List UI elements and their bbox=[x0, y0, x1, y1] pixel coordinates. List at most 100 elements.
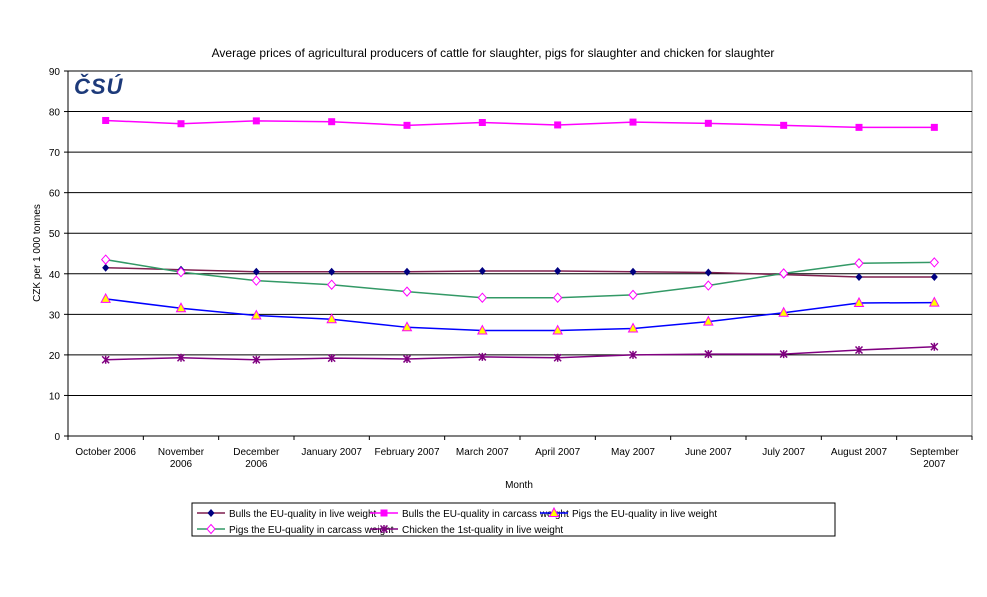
data-point bbox=[629, 267, 637, 276]
y-tick-label: 10 bbox=[49, 391, 61, 402]
hollow-diamond-marker bbox=[176, 266, 186, 278]
square-marker bbox=[855, 123, 863, 131]
data-point bbox=[380, 509, 388, 517]
triangle-marker bbox=[929, 296, 940, 307]
triangle-marker bbox=[778, 306, 789, 317]
data-point bbox=[176, 353, 186, 362]
series-line bbox=[105, 258, 935, 299]
data-point bbox=[379, 524, 389, 534]
data-point bbox=[401, 321, 413, 332]
data-point bbox=[627, 322, 639, 333]
x-tick-label: May 2007 bbox=[611, 447, 655, 458]
x-tick-label: December bbox=[233, 447, 280, 458]
legend-box bbox=[191, 502, 836, 537]
legend-item: Bulls the EU-quality in carcass weight bbox=[370, 509, 569, 520]
legend-item: Chicken the 1st-quality in live weight bbox=[370, 524, 563, 536]
data-point bbox=[478, 266, 486, 275]
data-point bbox=[548, 506, 560, 517]
data-point bbox=[177, 120, 185, 128]
x-tick-label: July 2007 bbox=[762, 447, 805, 458]
triangle-marker bbox=[100, 292, 111, 303]
triangle-marker bbox=[853, 296, 865, 307]
series-line bbox=[105, 266, 935, 278]
x-tick-label: November bbox=[158, 447, 205, 458]
y-axis-label: CZK per 1 000 tonnes bbox=[32, 204, 43, 302]
legend: Bulls the EU-quality in live weight Bulls… bbox=[191, 502, 836, 537]
data-point bbox=[929, 257, 940, 268]
square-marker bbox=[704, 119, 712, 127]
y-tick-label: 30 bbox=[49, 310, 61, 321]
triangle-marker bbox=[401, 321, 413, 332]
triangle-marker bbox=[477, 324, 488, 335]
square-marker bbox=[930, 123, 938, 131]
data-point bbox=[402, 286, 412, 297]
asterisk-marker bbox=[176, 353, 186, 362]
x-tick-label: June 2007 bbox=[685, 447, 732, 458]
data-point bbox=[704, 268, 712, 277]
x-tick-label: April 2007 bbox=[535, 447, 580, 458]
asterisk-marker bbox=[779, 350, 788, 359]
data-point bbox=[930, 273, 938, 282]
data-point bbox=[251, 275, 262, 286]
square-marker bbox=[629, 118, 637, 126]
legend-item: Bulls the EU-quality in live weight bbox=[197, 509, 377, 520]
diamond-marker bbox=[403, 267, 411, 276]
hollow-diamond-marker bbox=[477, 292, 488, 303]
data-point bbox=[629, 118, 637, 126]
diamond-marker bbox=[855, 273, 863, 282]
triangle-marker bbox=[548, 506, 560, 517]
data-point bbox=[854, 257, 864, 269]
asterisk-marker bbox=[930, 342, 939, 351]
data-point bbox=[100, 254, 111, 265]
y-tick-label: 60 bbox=[49, 189, 61, 200]
hollow-diamond-marker bbox=[703, 280, 714, 291]
square-marker bbox=[780, 121, 788, 129]
data-point bbox=[252, 267, 260, 276]
series bbox=[101, 342, 939, 364]
square-marker bbox=[554, 121, 562, 129]
diamond-marker bbox=[478, 266, 486, 275]
asterisk-marker bbox=[553, 353, 562, 362]
data-point bbox=[326, 279, 337, 290]
diamond-marker bbox=[930, 273, 938, 282]
x-tick-label: August 2007 bbox=[831, 447, 888, 458]
x-tick-label: September bbox=[910, 447, 960, 458]
y-tick-label: 50 bbox=[49, 229, 61, 240]
square-marker bbox=[328, 118, 336, 126]
asterisk-marker bbox=[704, 350, 713, 359]
data-point bbox=[207, 509, 215, 517]
data-point bbox=[552, 292, 563, 303]
square-marker bbox=[177, 120, 185, 128]
chart-title: Average prices of agricultural producers… bbox=[212, 46, 775, 60]
square-marker bbox=[478, 119, 486, 127]
data-point bbox=[930, 342, 939, 351]
series bbox=[102, 116, 938, 131]
series bbox=[100, 254, 940, 303]
square-marker bbox=[102, 116, 110, 124]
data-point bbox=[252, 117, 260, 125]
hollow-diamond-marker bbox=[326, 279, 337, 290]
diamond-marker bbox=[554, 266, 562, 275]
asterisk-marker bbox=[402, 354, 412, 363]
asterisk-marker bbox=[379, 524, 389, 534]
x-tick-label: 2007 bbox=[923, 459, 946, 470]
data-point bbox=[778, 306, 789, 317]
hollow-diamond-marker bbox=[778, 268, 789, 279]
data-point bbox=[326, 313, 337, 324]
data-point bbox=[855, 273, 863, 282]
x-tick-label: October 2006 bbox=[75, 447, 136, 458]
data-point bbox=[327, 354, 336, 363]
diamond-marker bbox=[328, 267, 336, 276]
data-point bbox=[853, 296, 865, 307]
data-point bbox=[101, 355, 110, 364]
legend-label: Bulls the EU-quality in live weight bbox=[229, 509, 377, 520]
legend-item: Pigs the EU-quality in carcass weight bbox=[197, 523, 394, 536]
data-point bbox=[100, 292, 111, 303]
x-tick-label: February 2007 bbox=[374, 447, 439, 458]
data-point bbox=[703, 280, 714, 291]
hollow-diamond-marker bbox=[402, 286, 412, 297]
asterisk-marker bbox=[628, 350, 638, 359]
data-point bbox=[176, 266, 186, 278]
data-point bbox=[929, 296, 940, 307]
data-point bbox=[251, 309, 262, 320]
